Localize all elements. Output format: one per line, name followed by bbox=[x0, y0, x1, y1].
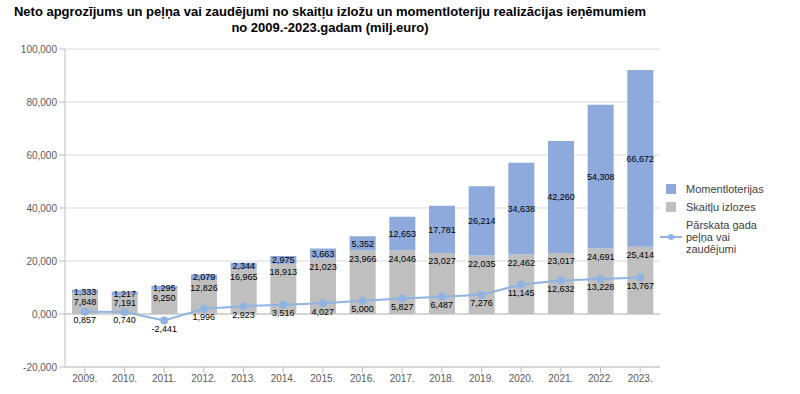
svg-text:5,827: 5,827 bbox=[391, 302, 414, 312]
svg-text:16,965: 16,965 bbox=[230, 272, 258, 282]
svg-text:100,000: 100,000 bbox=[21, 44, 58, 55]
svg-text:7,848: 7,848 bbox=[74, 297, 97, 307]
svg-text:-2,441: -2,441 bbox=[151, 324, 177, 334]
svg-text:2013.: 2013. bbox=[231, 373, 256, 384]
svg-text:21,023: 21,023 bbox=[309, 262, 337, 272]
svg-text:2010.: 2010. bbox=[112, 373, 137, 384]
svg-text:2017.: 2017. bbox=[390, 373, 415, 384]
svg-text:-20,000: -20,000 bbox=[23, 362, 57, 373]
html-text:Pārskata gada peļņa vai zaudēj: Pārskata gada peļņa vai zaudējumi bbox=[686, 219, 757, 255]
svg-text:3,663: 3,663 bbox=[312, 249, 335, 259]
svg-text:20,000: 20,000 bbox=[26, 256, 57, 267]
svg-text:60,000: 60,000 bbox=[26, 150, 57, 161]
svg-text:2011.: 2011. bbox=[152, 373, 176, 384]
svg-text:12,632: 12,632 bbox=[547, 284, 575, 294]
svg-text:2022.: 2022. bbox=[588, 373, 613, 384]
svg-text:66,672: 66,672 bbox=[627, 154, 655, 164]
svg-text:2012.: 2012. bbox=[191, 373, 216, 384]
html-text:Momentloterijas: Momentloterijas bbox=[686, 183, 764, 195]
svg-text:42,260: 42,260 bbox=[547, 192, 575, 202]
svg-text:1,996: 1,996 bbox=[193, 312, 216, 322]
svg-text:12,826: 12,826 bbox=[190, 283, 218, 293]
svg-text:13,767: 13,767 bbox=[626, 281, 654, 291]
svg-text:23,966: 23,966 bbox=[349, 254, 377, 264]
svg-text:18,913: 18,913 bbox=[270, 267, 298, 277]
svg-text:34,638: 34,638 bbox=[508, 204, 536, 214]
svg-text:80,000: 80,000 bbox=[26, 97, 57, 108]
html-text:Neto apgrozījums un peļņa vai: Neto apgrozījums un peļņa vai zaudējumi … bbox=[14, 4, 646, 35]
svg-text:7,191: 7,191 bbox=[113, 298, 136, 308]
svg-text:2021.: 2021. bbox=[548, 373, 573, 384]
svg-text:2015.: 2015. bbox=[310, 373, 335, 384]
svg-text:2,975: 2,975 bbox=[272, 255, 295, 265]
svg-text:6,487: 6,487 bbox=[431, 300, 454, 310]
svg-text:1,217: 1,217 bbox=[113, 289, 136, 299]
svg-text:2,344: 2,344 bbox=[232, 261, 255, 271]
svg-text:2018.: 2018. bbox=[429, 373, 454, 384]
svg-text:0,000: 0,000 bbox=[32, 309, 57, 320]
svg-text:2009.: 2009. bbox=[72, 373, 97, 384]
svg-text:9,250: 9,250 bbox=[153, 293, 176, 303]
svg-text:54,308: 54,308 bbox=[587, 172, 615, 182]
svg-text:2014.: 2014. bbox=[271, 373, 296, 384]
svg-text:11,145: 11,145 bbox=[508, 288, 535, 298]
svg-text:2023.: 2023. bbox=[628, 373, 653, 384]
svg-text:0,857: 0,857 bbox=[74, 315, 97, 325]
svg-text:22,462: 22,462 bbox=[508, 258, 536, 268]
svg-text:2,923: 2,923 bbox=[232, 310, 255, 320]
svg-text:24,046: 24,046 bbox=[389, 254, 417, 264]
svg-text:4,027: 4,027 bbox=[312, 307, 335, 317]
svg-text:2016.: 2016. bbox=[350, 373, 375, 384]
html-text:Skaitļu izlozes: Skaitļu izlozes bbox=[686, 201, 756, 213]
svg-text:1,295: 1,295 bbox=[153, 283, 176, 293]
svg-text:1,333: 1,333 bbox=[74, 287, 97, 297]
svg-text:0,740: 0,740 bbox=[113, 315, 136, 325]
svg-text:23,027: 23,027 bbox=[428, 256, 456, 266]
svg-text:5,000: 5,000 bbox=[351, 304, 374, 314]
svg-text:13,228: 13,228 bbox=[587, 282, 615, 292]
svg-text:2019.: 2019. bbox=[469, 373, 494, 384]
svg-text:12,653: 12,653 bbox=[389, 229, 417, 239]
svg-text:3,516: 3,516 bbox=[272, 308, 295, 318]
svg-text:40,000: 40,000 bbox=[26, 203, 57, 214]
svg-text:5,352: 5,352 bbox=[351, 239, 374, 249]
svg-text:22,035: 22,035 bbox=[468, 259, 496, 269]
svg-text:23,017: 23,017 bbox=[547, 256, 575, 266]
svg-text:25,414: 25,414 bbox=[627, 250, 655, 260]
svg-text:26,214: 26,214 bbox=[468, 216, 496, 226]
svg-text:7,276: 7,276 bbox=[470, 298, 493, 308]
svg-text:2,079: 2,079 bbox=[193, 272, 216, 282]
svg-text:17,781: 17,781 bbox=[428, 225, 456, 235]
svg-text:24,691: 24,691 bbox=[587, 252, 615, 262]
svg-text:2020.: 2020. bbox=[509, 373, 534, 384]
